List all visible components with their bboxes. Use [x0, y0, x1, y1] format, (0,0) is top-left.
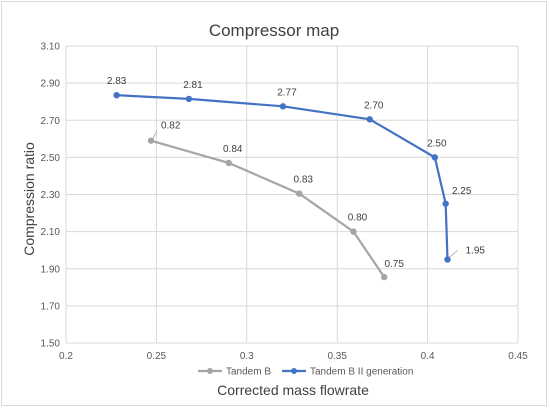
data-label: 0.82 [161, 121, 181, 132]
data-point [366, 116, 373, 123]
data-point [431, 154, 439, 161]
data-label: 0.84 [223, 144, 243, 155]
data-label: 2.81 [183, 80, 203, 91]
data-point [350, 228, 357, 235]
data-point [442, 200, 449, 207]
chart-frame: Compressor map 1.50 1.70 1.90 2.10 2.30 2.50 2… [1, 1, 547, 406]
y-tick-label: 1.70 [41, 301, 61, 312]
data-point [185, 95, 193, 103]
data-label: 2.50 [427, 138, 447, 149]
data-label: 2.25 [452, 186, 472, 197]
data-point [147, 137, 155, 144]
data-label: 2.77 [277, 87, 297, 98]
legend-marker [207, 368, 213, 374]
label-leader-line [152, 130, 158, 139]
y-tick-label: 3.10 [41, 42, 61, 53]
data-label: 1.95 [465, 245, 485, 256]
y-tick-labels: 1.50 1.70 1.90 2.10 2.30 2.50 2.70 2.90 3.10 [41, 42, 61, 350]
y-tick-label: 2.10 [41, 227, 61, 238]
legend: Tandem B Tandem B II generation [198, 367, 413, 378]
data-label: 0.80 [348, 213, 368, 224]
data-label: 2.70 [364, 100, 384, 111]
data-point [279, 103, 287, 110]
data-point [444, 256, 451, 263]
y-tick-label: 1.90 [41, 264, 61, 275]
series-line-1 [150, 139, 386, 278]
data-label: 2.83 [107, 76, 127, 87]
data-labels: 0.82 0.84 0.83 0.80 0.75 2.83 2.81 2.77 2.70 2.50… [107, 76, 485, 270]
x-tick-labels: 0.2 0.25 0.3 0.35 0.4 0.45 [59, 351, 528, 362]
gridlines [65, 45, 519, 344]
data-series [113, 91, 451, 281]
x-tick-label: 0.4 [421, 351, 435, 362]
x-axis-title: Corrected mass flowrate [217, 382, 369, 398]
y-tick-label: 2.70 [41, 116, 61, 127]
y-tick-label: 2.30 [41, 190, 61, 201]
x-tick-label: 0.25 [147, 351, 167, 362]
x-tick-label: 0.35 [327, 351, 347, 362]
legend-entry: Tandem B [226, 367, 271, 378]
legend-entry: Tandem B II generation [310, 367, 413, 378]
label-leader-line [449, 250, 458, 258]
y-axis-title: Compression ratio [21, 142, 37, 256]
x-tick-label: 0.3 [240, 351, 254, 362]
data-point [113, 91, 120, 99]
y-tick-label: 2.90 [41, 79, 61, 90]
y-tick-label: 1.50 [41, 339, 61, 350]
data-point [296, 190, 303, 197]
chart-title: Compressor map [209, 21, 339, 40]
y-tick-label: 2.50 [41, 153, 61, 164]
compressor-map-chart: Compressor map 1.50 1.70 1.90 2.10 2.30 2.50 2… [21, 21, 528, 398]
x-tick-label: 0.2 [59, 351, 73, 362]
data-label: 0.83 [293, 175, 313, 186]
legend-marker [291, 368, 297, 374]
data-label: 0.75 [384, 259, 404, 270]
x-tick-label: 0.45 [508, 351, 528, 362]
data-point [225, 159, 232, 167]
data-point [381, 273, 388, 281]
